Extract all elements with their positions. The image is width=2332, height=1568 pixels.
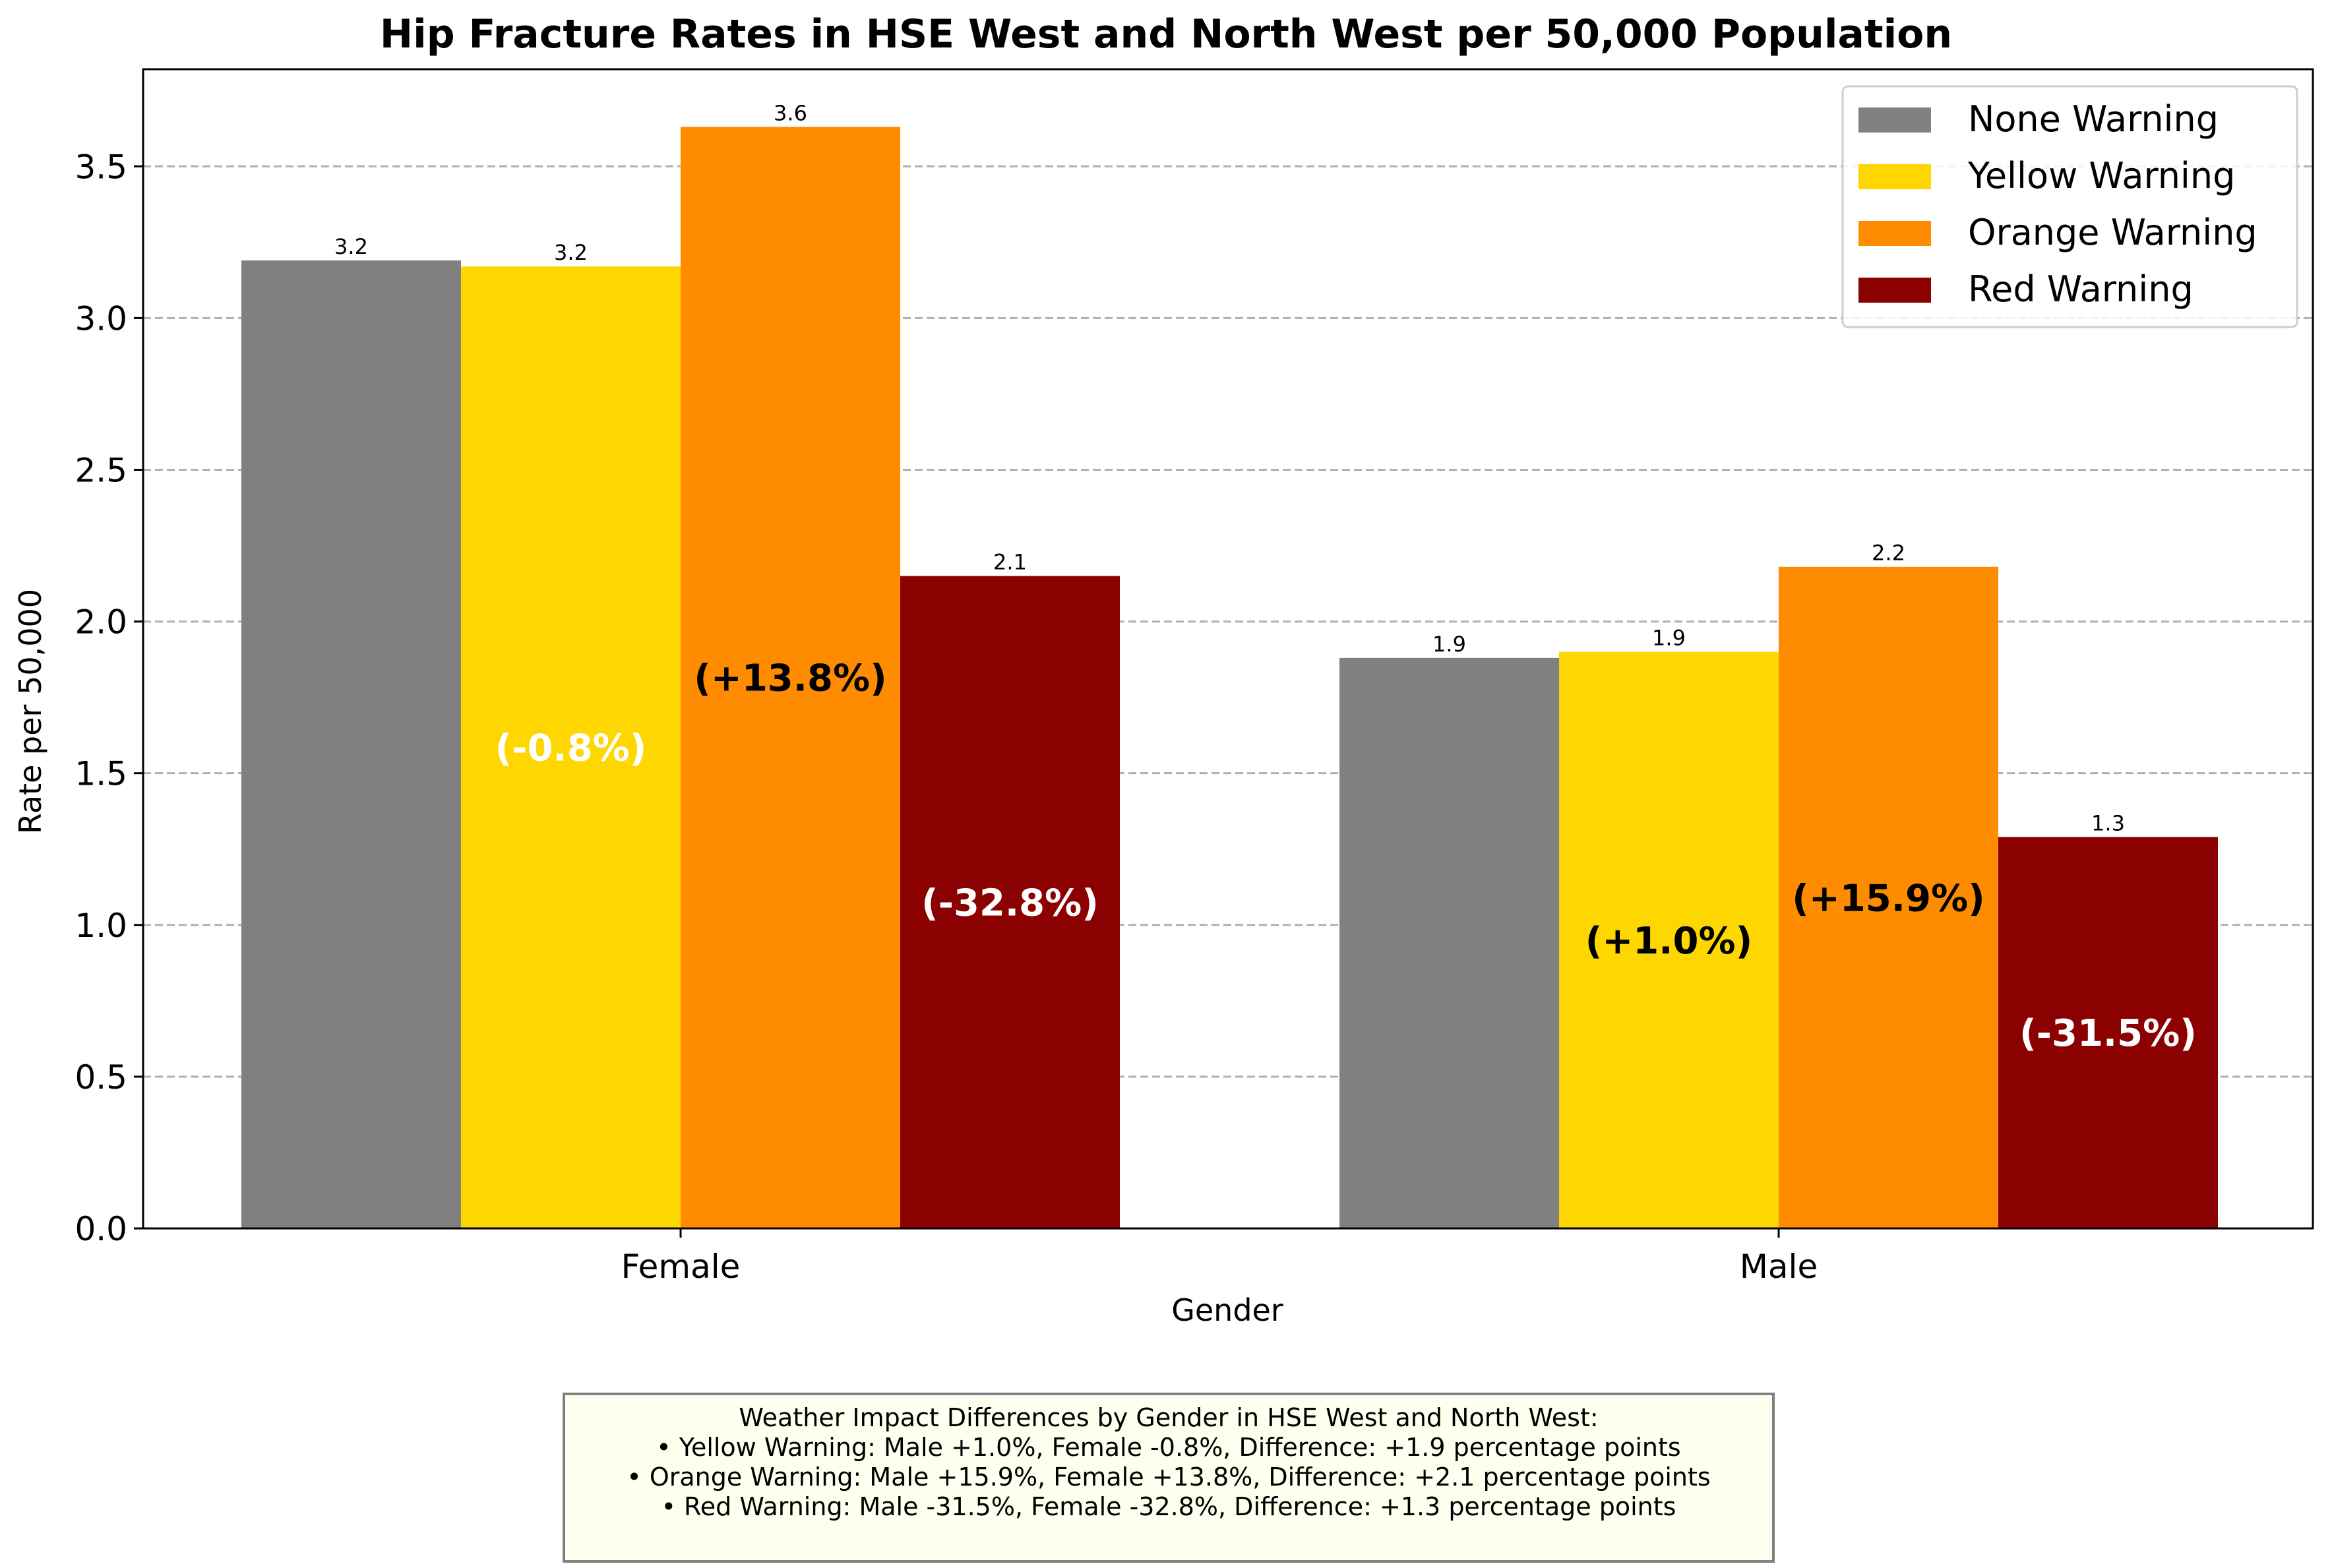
legend-swatch — [1858, 278, 1931, 303]
bar — [900, 576, 1120, 1228]
legend-swatch — [1858, 221, 1931, 246]
y-tick-label: 3.0 — [75, 299, 127, 338]
y-tick-label: 2.0 — [75, 603, 127, 642]
bar-value-label: 3.6 — [774, 100, 807, 125]
bar-series — [241, 127, 2218, 1229]
bar — [241, 260, 461, 1229]
legend-swatch — [1858, 107, 1931, 133]
bar — [1998, 837, 2218, 1228]
chart-title: Hip Fracture Rates in HSE West and North… — [380, 11, 1952, 57]
bar — [1779, 566, 1998, 1228]
bar-value-label: 3.2 — [334, 234, 368, 259]
y-tick-label: 2.5 — [75, 451, 127, 489]
bar-value-label: 2.1 — [993, 550, 1027, 575]
legend-label: None Warning — [1968, 98, 2219, 140]
legend-label: Red Warning — [1968, 268, 2194, 310]
bar-value-label: 2.2 — [1872, 541, 1905, 566]
weather-impact-note: Weather Impact Differences by Gender in … — [563, 1393, 1775, 1563]
bar-value-label: 1.3 — [2091, 810, 2125, 835]
note-line: • Orange Warning: Male +15.9%, Female +1… — [627, 1462, 1711, 1492]
percent-change-label: (+15.9%) — [1792, 877, 1984, 920]
legend: None Warning Yellow Warning Orange Warning… — [1841, 85, 2298, 328]
percent-change-labels: (-0.8%) (+1.0%) (+13.8%) (+15.9%) (-32.8%) (-… — [495, 657, 2197, 1055]
y-tick-label: 0.5 — [75, 1058, 127, 1097]
bar-value-label: 1.9 — [1432, 632, 1466, 657]
legend-label: Orange Warning — [1968, 212, 2257, 253]
bar — [461, 266, 681, 1229]
percent-change-label: (+13.8%) — [694, 657, 886, 700]
y-tick-label: 1.0 — [75, 907, 127, 945]
value-labels: 3.2 1.9 3.2 1.9 3.6 2.2 2.1 1.3 — [334, 100, 2125, 835]
note-line: Weather Impact Differences by Gender in … — [739, 1403, 1599, 1432]
x-axis-ticks: Female Male — [621, 1228, 1818, 1286]
y-axis-label: Rate per 50,000 — [13, 589, 48, 834]
x-axis-label: Gender — [1171, 1292, 1283, 1328]
y-tick-label: 1.5 — [75, 755, 127, 793]
y-tick-label: 0.0 — [75, 1210, 127, 1248]
y-axis-ticks: 0.0 0.5 1.0 1.5 2.0 2.5 3.0 3.5 — [75, 148, 143, 1248]
legend-label: Yellow Warning — [1967, 155, 2235, 196]
percent-change-label: (-32.8%) — [921, 882, 1099, 924]
bar-value-label: 1.9 — [1652, 626, 1686, 651]
percent-change-label: (+1.0%) — [1585, 920, 1752, 963]
bar — [1559, 651, 1779, 1228]
y-tick-label: 3.5 — [75, 148, 127, 186]
percent-change-label: (-0.8%) — [495, 727, 647, 770]
note-line: • Yellow Warning: Male +1.0%, Female -0.… — [656, 1433, 1681, 1462]
x-tick-label: Male — [1740, 1248, 1818, 1286]
x-tick-label: Female — [621, 1248, 741, 1286]
plot-frame — [142, 68, 2314, 1230]
percent-change-label: (-31.5%) — [2019, 1012, 2197, 1055]
legend-frame — [1841, 85, 2298, 328]
legend-swatch — [1858, 164, 1931, 189]
bar — [1339, 657, 1559, 1228]
bar-value-label: 3.2 — [554, 240, 588, 265]
bar — [681, 127, 900, 1228]
note-line: • Red Warning: Male -31.5%, Female -32.8… — [661, 1492, 1676, 1521]
